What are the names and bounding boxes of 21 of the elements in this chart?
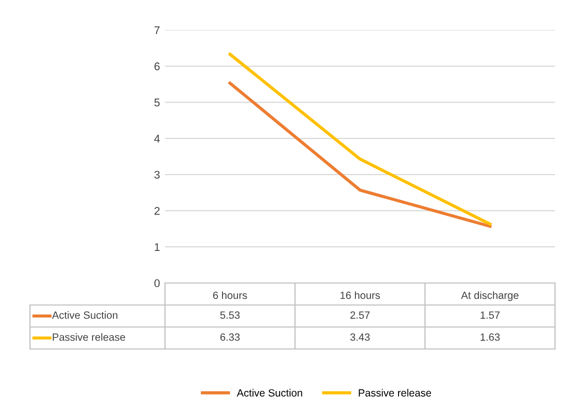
y-tick-label: 4	[154, 134, 160, 142]
data-label: 1.63	[480, 333, 500, 341]
legend-label: Active Suction	[52, 311, 118, 319]
data-label: 3.43	[350, 333, 370, 341]
x-tick-label: At discharge	[461, 291, 518, 302]
x-tick-label: 6 hours	[213, 291, 247, 299]
y-tick-label: 0	[154, 279, 160, 288]
y-tick-label: 7	[154, 26, 160, 34]
x-tick-label: 16 hours	[340, 291, 380, 299]
y-tick-label: 5	[154, 98, 160, 106]
text: Active Suction	[236, 388, 302, 397]
data-label: 2.57	[350, 311, 370, 319]
y-tick-label: 6	[154, 62, 160, 70]
data-label: 1.57	[480, 312, 500, 319]
y-tick-label: 1	[154, 243, 160, 251]
y-tick-label: 2	[154, 206, 160, 215]
text: Passive release	[358, 388, 432, 397]
legend-label: Passive release	[52, 333, 126, 341]
data-label: 6.33	[220, 333, 240, 341]
data-label: 5.53	[220, 311, 240, 319]
y-tick-label: 3	[154, 170, 160, 179]
